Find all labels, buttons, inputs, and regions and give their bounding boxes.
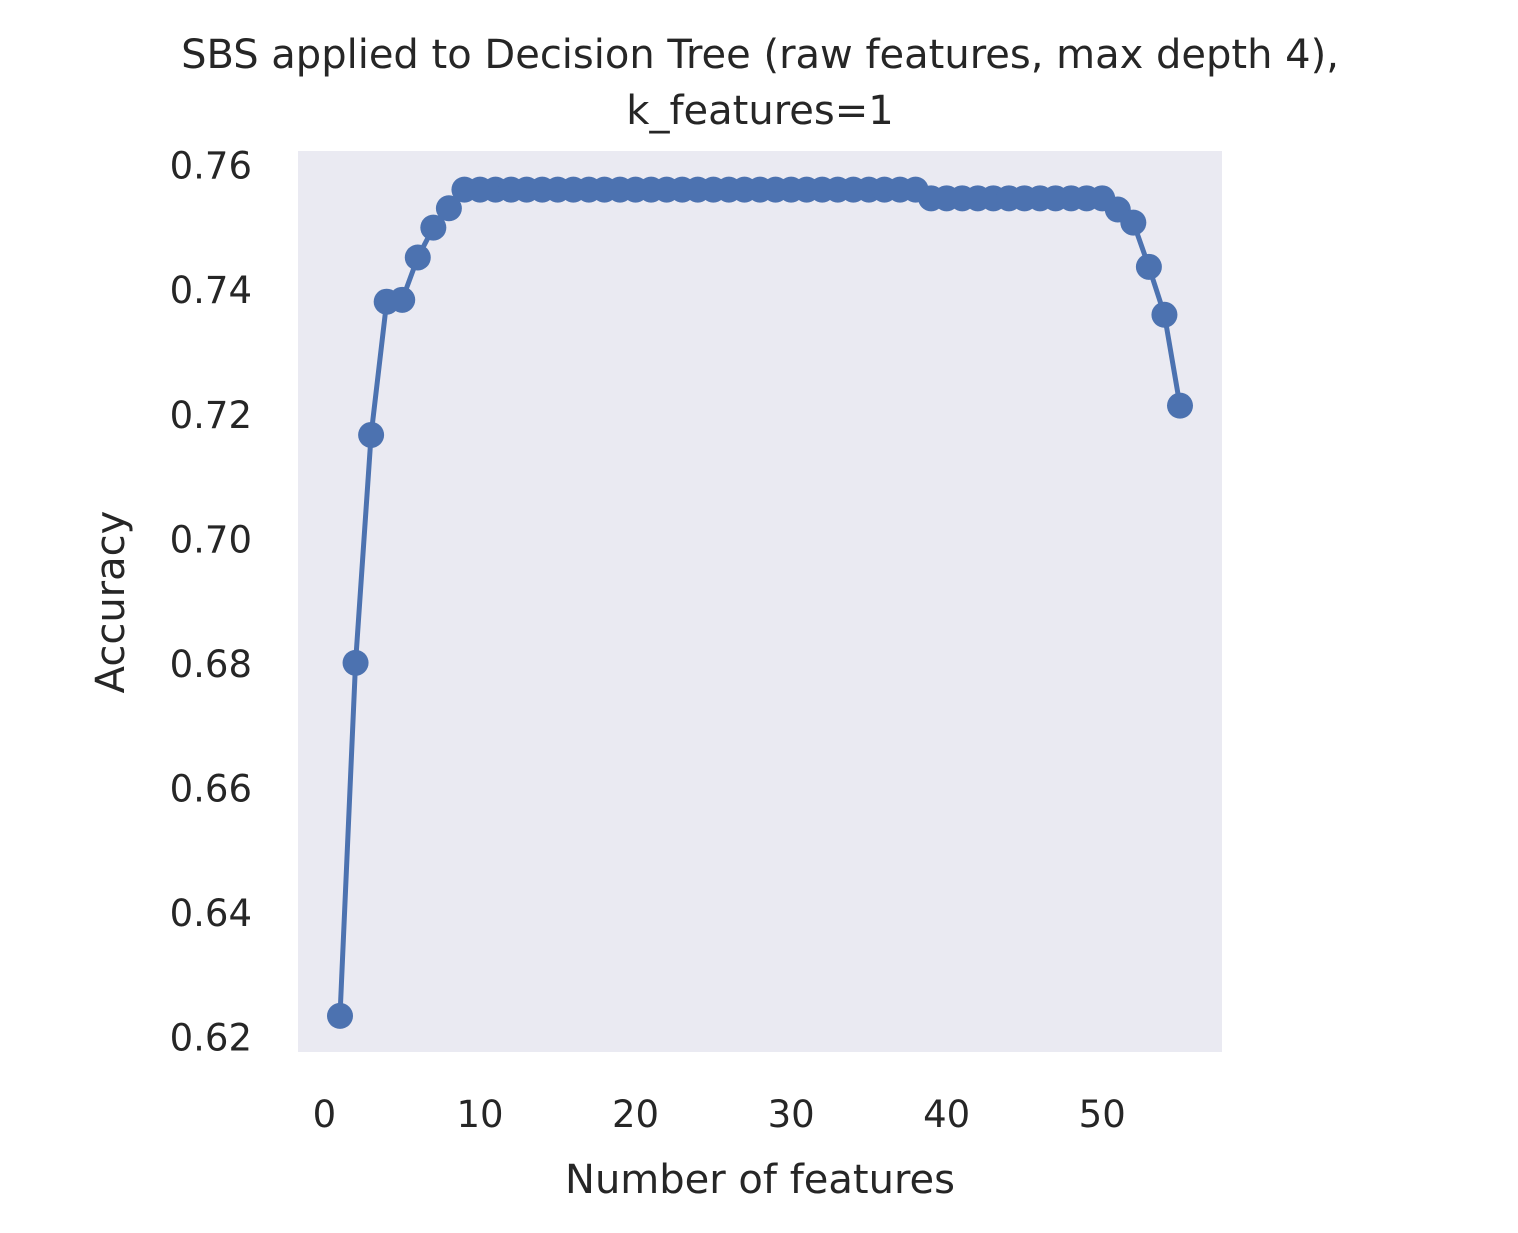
series-layer [327, 176, 1193, 1029]
x-tick-label: 30 [768, 1093, 815, 1136]
x-tick-label: 0 [313, 1093, 337, 1136]
y-axis-ticks: 0.62 0.64 0.66 0.68 0.70 0.72 0.74 0.76 [170, 145, 252, 1060]
data-point [389, 286, 416, 313]
data-point [1167, 392, 1193, 419]
x-tick-label: 20 [612, 1093, 659, 1136]
y-tick-label: 0.64 [170, 892, 252, 935]
y-tick-label: 0.66 [170, 767, 252, 810]
x-tick-label: 10 [456, 1093, 503, 1136]
y-tick-label: 0.72 [170, 394, 252, 437]
x-tick-label: 50 [1079, 1093, 1126, 1136]
data-point [342, 649, 369, 676]
chart-title-second-line: k_features=1 [626, 88, 893, 134]
data-point [420, 214, 447, 241]
y-axis-label: Accuracy [88, 511, 134, 694]
y-tick-label: 0.76 [170, 145, 252, 188]
y-tick-label: 0.68 [170, 643, 252, 686]
data-point [404, 244, 431, 271]
data-point [327, 1002, 353, 1029]
x-tick-label: 40 [923, 1093, 970, 1136]
y-tick-label: 0.74 [170, 269, 252, 312]
data-point [358, 421, 385, 448]
x-axis-label: Number of features [565, 1157, 955, 1203]
data-point [1120, 209, 1147, 236]
plot-area [298, 151, 1222, 1052]
data-point [1135, 253, 1162, 280]
x-axis-ticks: 0 10 20 30 40 50 [313, 1093, 1126, 1136]
chart-title: SBS applied to Decision Tree (raw featur… [181, 32, 1339, 78]
y-tick-label: 0.62 [170, 1016, 252, 1059]
data-point [1151, 301, 1178, 328]
y-tick-label: 0.70 [170, 518, 252, 561]
data-point [435, 195, 462, 222]
